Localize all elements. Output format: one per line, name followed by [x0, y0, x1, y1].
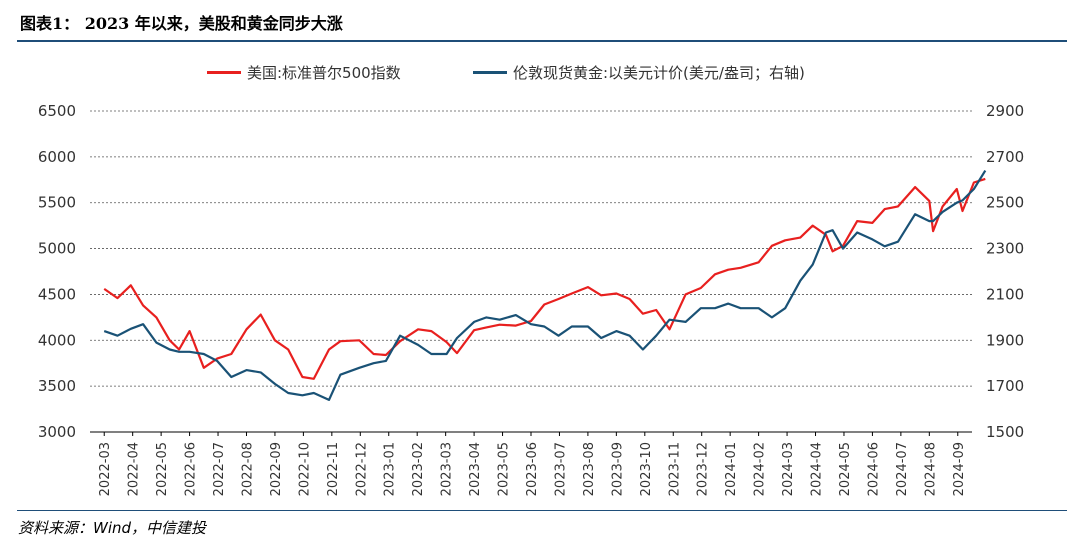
- chart-canvas: 6500 6000 5500 5000 4500 4000 3500 3000 2900 2700…: [38, 102, 1024, 496]
- y-tick-left: 6500: [38, 102, 76, 120]
- x-tick-label: 2023-07: [553, 442, 568, 496]
- chart-title: 图表1： 2023 年以来，美股和黄金同步大涨: [20, 14, 343, 33]
- x-tick-label: 2023-05: [497, 442, 512, 496]
- x-tick-label: 2024-09: [952, 442, 967, 496]
- x-tick-label: 2022-05: [155, 442, 170, 496]
- x-tick-label: 2023-10: [639, 442, 654, 496]
- y-tick-left: 6000: [38, 148, 76, 166]
- x-tick-label: 2024-01: [724, 442, 739, 496]
- y-tick-left: 4500: [38, 285, 76, 303]
- x-tick-label: 2023-12: [696, 442, 711, 496]
- x-tick-label: 2024-08: [923, 442, 938, 496]
- x-tick-label: 2023-04: [468, 442, 483, 496]
- y-tick-right: 2900: [986, 102, 1024, 120]
- legend-swatch-gold: [473, 71, 507, 74]
- x-tick-label: 2022-09: [269, 442, 284, 496]
- x-tick-label: 2023-08: [582, 442, 597, 496]
- x-tick-label: 2023-09: [610, 442, 625, 496]
- x-tick-label: 2023-02: [411, 442, 426, 496]
- x-tick-label: 2024-07: [895, 442, 910, 496]
- series-line-gold: [103, 170, 987, 401]
- x-tick-label: 2023-11: [667, 442, 682, 496]
- x-tick-label: 2023-06: [525, 442, 540, 496]
- y-tick-left: 3500: [38, 377, 76, 395]
- x-tick-label: 2023-01: [383, 442, 398, 496]
- x-tick-label: 2022-12: [354, 442, 369, 496]
- x-tick-label: 2022-03: [98, 442, 113, 496]
- legend-label-spx: 美国:标准普尔500指数: [247, 64, 401, 82]
- x-tick-label: 2022-07: [212, 442, 227, 496]
- x-tick-label: 2024-05: [838, 442, 853, 496]
- x-tick-label: 2024-02: [753, 442, 768, 496]
- y-tick-right: 1700: [986, 377, 1024, 395]
- y-tick-right: 2100: [986, 285, 1024, 303]
- y-tick-left: 5500: [38, 194, 76, 212]
- legend-item-spx: 美国:标准普尔500指数: [207, 62, 401, 83]
- y-tick-right: 2300: [986, 240, 1024, 258]
- y-tick-right: 2700: [986, 148, 1024, 166]
- x-tick-label: 2024-03: [781, 442, 796, 496]
- legend-item-gold: 伦敦现货黄金:以美元计价(美元/盎司；右轴): [473, 62, 805, 83]
- x-tick-label: 2022-04: [127, 442, 142, 496]
- title-bar: 图表1： 2023 年以来，美股和黄金同步大涨: [0, 0, 1080, 40]
- x-tick-label: 2022-10: [297, 442, 312, 496]
- y-tick-right: 2500: [986, 194, 1024, 212]
- legend-label-gold: 伦敦现货黄金:以美元计价(美元/盎司；右轴): [513, 64, 805, 82]
- title-divider: [17, 40, 1067, 42]
- series-line-spx: [103, 177, 986, 380]
- x-tick-label: 2022-06: [184, 442, 199, 496]
- y-tick-right: 1500: [986, 423, 1024, 441]
- y-tick-left: 4000: [38, 331, 76, 349]
- x-tick-label: 2024-04: [810, 442, 825, 496]
- legend: 美国:标准普尔500指数 伦敦现货黄金:以美元计价(美元/盎司；右轴): [0, 62, 1080, 82]
- x-tick-label: 2022-11: [326, 442, 341, 496]
- legend-swatch-spx: [207, 71, 241, 74]
- source-divider: [17, 510, 1067, 511]
- x-tick-label: 2023-03: [440, 442, 455, 496]
- source-note: 资料来源：Wind，中信建投: [18, 519, 207, 537]
- y-tick-left: 5000: [38, 240, 76, 258]
- y-tick-left: 3000: [38, 423, 76, 441]
- x-tick-label: 2022-08: [240, 442, 255, 496]
- x-tick-label: 2024-06: [866, 442, 881, 496]
- y-tick-right: 1900: [986, 331, 1024, 349]
